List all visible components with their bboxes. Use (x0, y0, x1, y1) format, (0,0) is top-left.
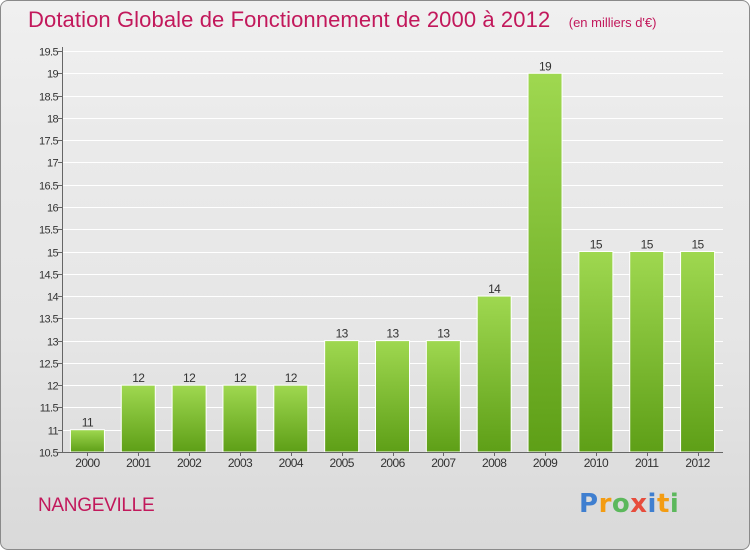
y-tick-label: 19 (47, 69, 59, 81)
logo-letter: o (611, 489, 631, 519)
logo-letter: P (579, 489, 599, 519)
chart-title-block: Dotation Globale de Fonctionnement de 20… (28, 7, 656, 33)
x-tick-label: 2005 (330, 456, 355, 470)
y-tick-label: 12 (47, 381, 59, 393)
chart-title: Dotation Globale de Fonctionnement de 20… (28, 7, 551, 32)
y-tick-label: 13.5 (39, 314, 58, 326)
y-tick-label: 12.5 (39, 359, 58, 371)
y-tick-label: 11.5 (40, 403, 59, 415)
bar (578, 251, 614, 453)
bar (273, 384, 309, 453)
data-label: 13 (336, 327, 349, 341)
data-label: 12 (132, 371, 145, 385)
proxiti-logo: Proxiti (579, 489, 679, 519)
x-tick-label: 2009 (533, 456, 558, 470)
y-tick-label: 14 (47, 292, 59, 304)
data-label: 12 (234, 371, 247, 385)
x-tick-label: 2008 (482, 456, 507, 470)
y-tick-label: 11 (48, 426, 59, 438)
data-label: 12 (285, 371, 298, 385)
location-name: NANGEVILLE (38, 495, 155, 516)
data-label: 19 (539, 59, 552, 73)
chart-subtitle: (en milliers d'€) (568, 15, 657, 30)
x-tick-label: 2011 (635, 456, 659, 470)
data-label: 13 (437, 327, 450, 341)
logo-letter: t (656, 489, 670, 519)
bar (120, 384, 156, 453)
x-tick-label: 2004 (279, 456, 304, 470)
y-tick-label: 10.5 (39, 448, 58, 460)
data-label: 11 (82, 416, 94, 430)
data-label: 12 (183, 371, 196, 385)
x-tick-label: 2012 (685, 456, 710, 470)
bar (476, 295, 512, 453)
bar (425, 340, 461, 453)
x-tick-label: 2007 (431, 456, 456, 470)
data-label: 15 (590, 238, 603, 252)
y-tick-label: 17 (47, 158, 59, 170)
y-tick-label: 16 (47, 203, 59, 215)
y-tick-label: 19.5 (39, 47, 58, 59)
y-tick-label: 16.5 (39, 181, 58, 193)
data-label: 15 (691, 238, 704, 252)
x-tick-label: 2006 (380, 456, 405, 470)
data-label: 14 (488, 282, 501, 296)
y-tick-label: 18.5 (39, 92, 58, 104)
data-label: 15 (641, 238, 654, 252)
bar (69, 429, 105, 453)
data-label: 13 (386, 327, 399, 341)
x-tick-label: 2002 (177, 456, 202, 470)
x-tick-label: 2003 (228, 456, 253, 470)
bar (375, 340, 410, 453)
y-tick-label: 14.5 (39, 270, 58, 282)
logo-letter: i (647, 489, 657, 519)
bar (222, 384, 258, 453)
logo-letter: r (598, 489, 612, 519)
y-tick-label: 15 (47, 248, 59, 260)
logo-letter: x (630, 489, 648, 519)
bar (680, 251, 716, 453)
bar (171, 384, 207, 453)
logo-letter: i (669, 489, 680, 519)
y-tick-label: 17.5 (39, 136, 58, 148)
y-tick-label: 15.5 (39, 225, 58, 237)
y-tick-label: 13 (47, 337, 59, 349)
y-tick-label: 18 (47, 114, 59, 126)
bar (527, 72, 563, 453)
bar (629, 251, 665, 453)
x-tick-label: 2000 (75, 456, 100, 470)
x-tick-label: 2010 (584, 456, 609, 470)
x-tick-label: 2001 (126, 456, 151, 470)
bar (324, 340, 360, 453)
